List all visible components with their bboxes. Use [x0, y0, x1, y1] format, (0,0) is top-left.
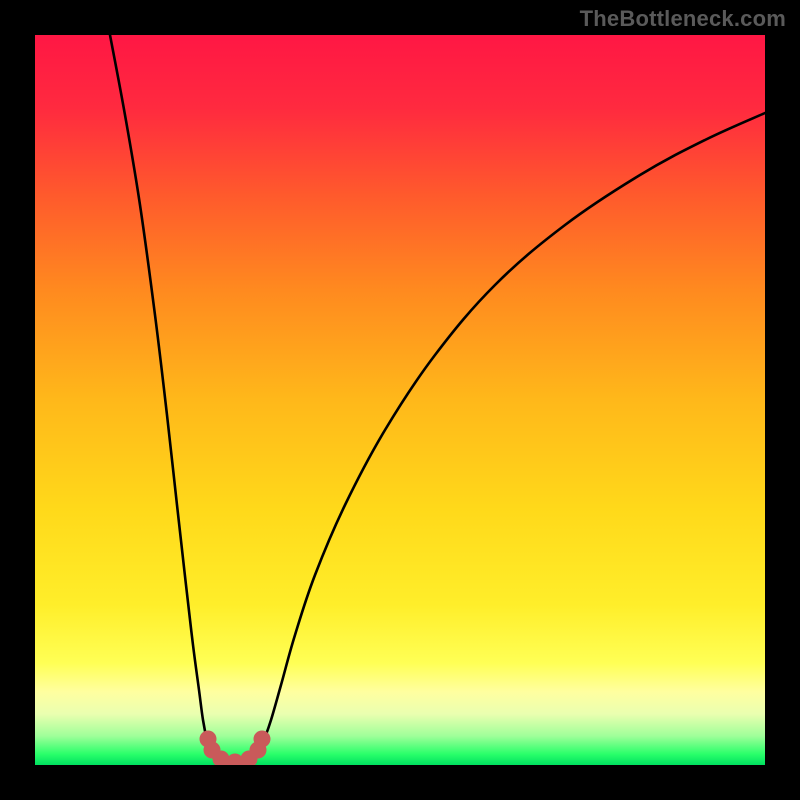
plot-gradient-area	[35, 35, 765, 765]
watermark-text: TheBottleneck.com	[580, 6, 786, 32]
chart-container: TheBottleneck.com	[0, 0, 800, 800]
